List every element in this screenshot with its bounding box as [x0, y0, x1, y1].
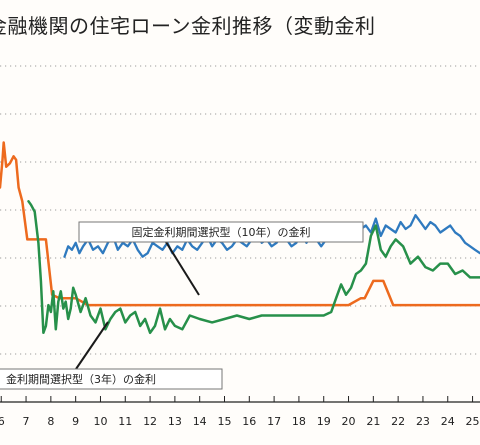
x-tick-label: 10	[93, 415, 107, 428]
x-tick-label: 25	[466, 415, 480, 428]
annotation-pointer-3y	[75, 321, 109, 370]
x-tick-label: 24	[441, 415, 455, 428]
x-tick-label: 11	[118, 415, 132, 428]
x-tick-label: 13	[168, 415, 182, 428]
x-tick-label: 18	[292, 415, 306, 428]
x-tick-label: 8	[47, 415, 54, 428]
x-tick-label: 7	[23, 415, 30, 428]
annotation-pointer-10y	[165, 241, 200, 296]
x-tick-label: 22	[391, 415, 405, 428]
series-line-variable	[27, 200, 480, 335]
annotation-label-3y: 金利期間選択型（3年）の金利	[6, 372, 156, 386]
x-tick-label: 12	[143, 415, 157, 428]
x-tick-label: 14	[193, 415, 207, 428]
x-tick-label: 19	[317, 415, 331, 428]
x-tick-label: 16	[242, 415, 256, 428]
x-tick-label: 21	[366, 415, 380, 428]
annotation-box-3y	[0, 368, 223, 390]
series-line-fixed-3y	[0, 141, 480, 307]
annotation-label-10y: 固定金利期間選択型（10年）の金利	[132, 225, 311, 239]
chart-title: 金融機関の住宅ローン金利推移（変動金利	[0, 14, 376, 38]
x-tick-label: 9	[72, 415, 79, 428]
x-axis-ticks: 6 7 8 9 10 11 12 13 14 15 16 17 18 19 20 21 22 23 24 25	[0, 396, 480, 428]
series-line-fixed-10y	[63, 214, 480, 258]
x-tick-label: 20	[342, 415, 356, 428]
gridlines	[0, 65, 480, 355]
x-tick-label: 23	[416, 415, 430, 428]
annotation-pointers	[75, 241, 200, 370]
series-layer	[0, 141, 480, 335]
annotation-box-10y	[78, 221, 364, 243]
x-tick-label: 17	[267, 415, 281, 428]
x-tick-label: 6	[0, 415, 5, 428]
x-tick-label: 15	[217, 415, 231, 428]
